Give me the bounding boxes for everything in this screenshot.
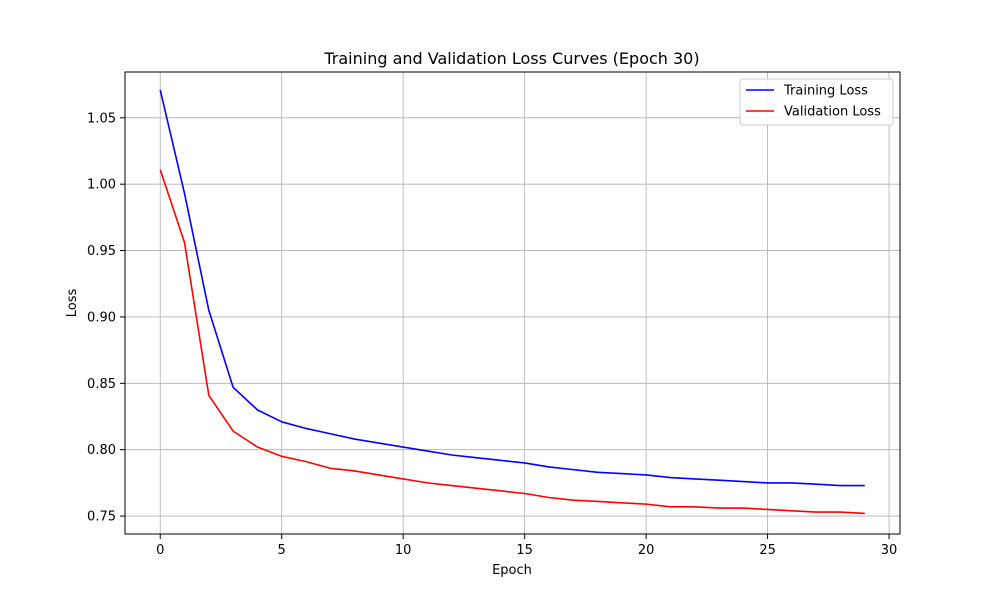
x-tick-label: 15 (516, 543, 533, 558)
y-tick-label: 0.95 (87, 244, 116, 259)
legend-box (739, 78, 894, 126)
y-axis-title: Loss (65, 289, 80, 318)
y-tick-label: 0.80 (87, 443, 116, 458)
y-tick-label: 1.05 (87, 111, 116, 126)
grid-layer (125, 72, 900, 534)
x-axis-title: Epoch (492, 563, 532, 578)
x-tick-label: 0 (156, 543, 164, 558)
y-tick-label: 1.00 (87, 178, 116, 193)
legend-label-0: Training Loss (783, 84, 868, 99)
y-tick-label: 0.75 (87, 510, 116, 525)
y-tick-label: 0.90 (87, 310, 116, 325)
x-tick-label: 10 (395, 543, 412, 558)
series-line-0 (159, 89, 865, 487)
series-line-1 (159, 169, 865, 515)
x-tick-label: 20 (638, 543, 655, 558)
x-tick-label: 25 (759, 543, 776, 558)
plot-frame (124, 71, 901, 535)
chart-title: Training and Validation Loss Curves (Epo… (323, 49, 699, 68)
legend-label-1: Validation Loss (784, 105, 881, 120)
tick-layer: 0 5 10 15 20 25 30 0.75 0.80 0.85 0.90 0.95 1.00 1.05 (87, 111, 897, 558)
x-tick-label: 30 (881, 543, 898, 558)
x-tick-label: 5 (278, 543, 286, 558)
legend: Training Loss Validation Loss (739, 78, 894, 126)
y-tick-label: 0.85 (87, 377, 116, 392)
series-layer (159, 89, 865, 515)
